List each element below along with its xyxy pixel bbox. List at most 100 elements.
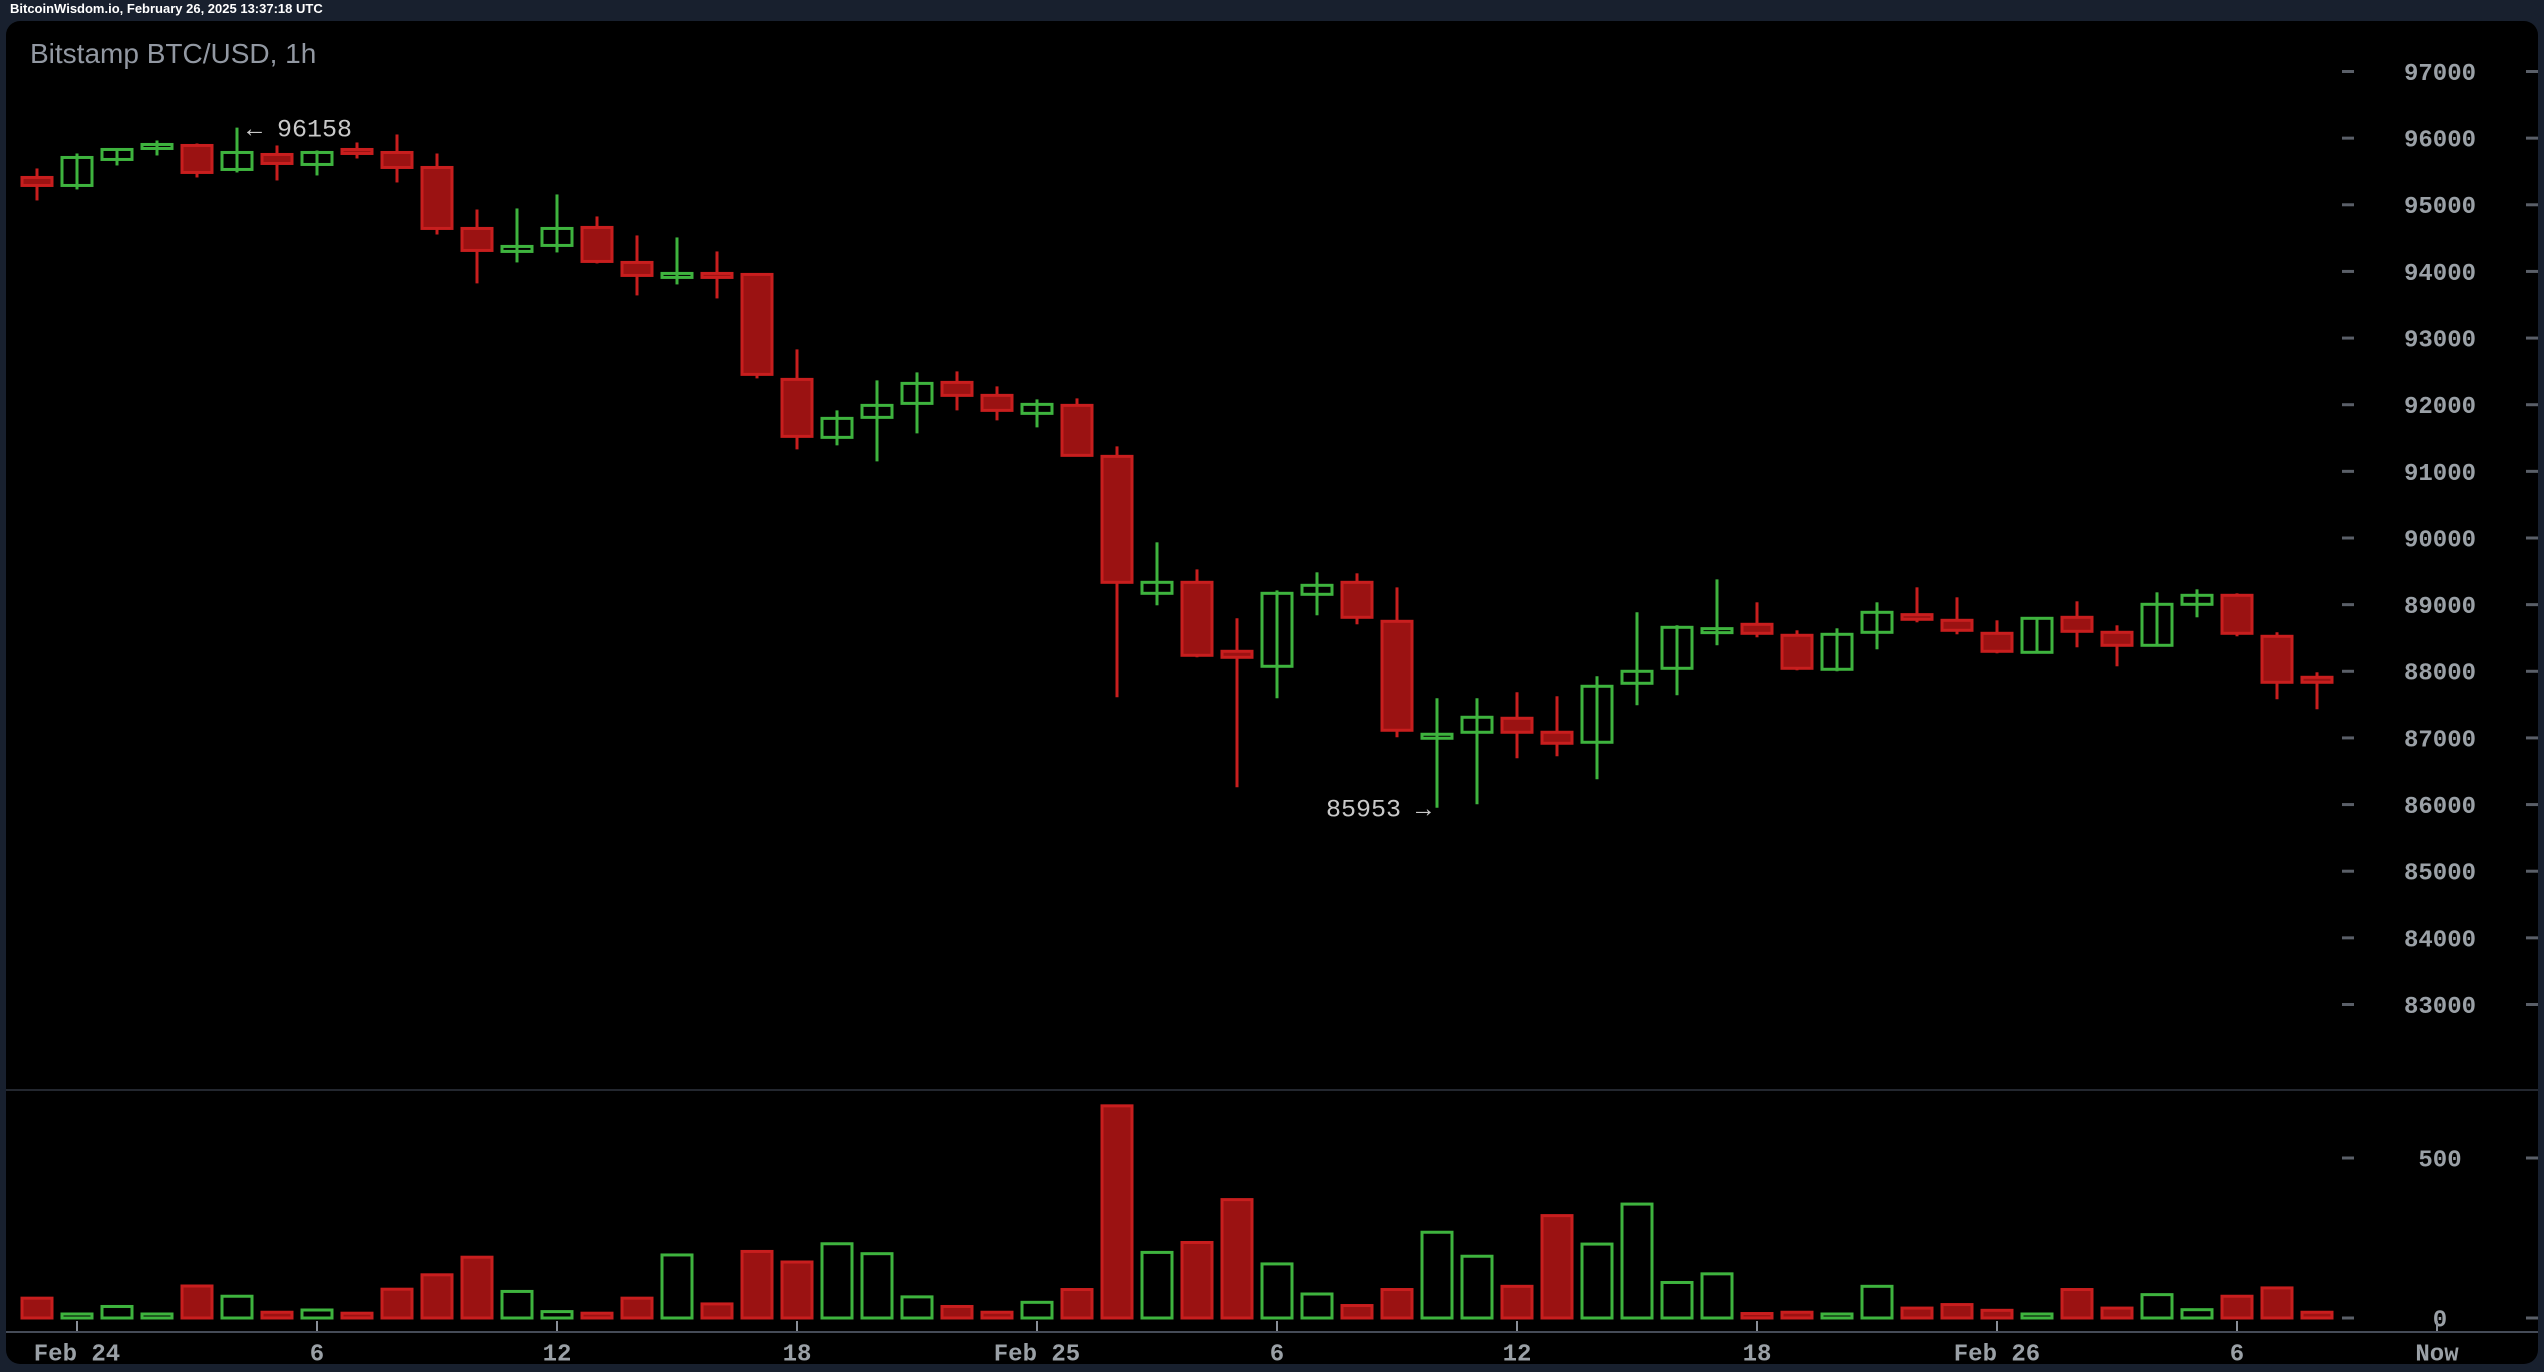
price-tick-label: 90000 (2404, 527, 2476, 554)
volume-bar-down (340, 1311, 374, 1320)
volume-bar-up (1300, 1292, 1334, 1320)
volume-bar-down (1500, 1284, 1534, 1320)
time-tick-label: 12 (1503, 1341, 1532, 1368)
volume-tick-label: 0 (2433, 1307, 2447, 1334)
volume-tick-right (2526, 1316, 2538, 1320)
price-tick-right (2526, 536, 2538, 540)
price-tick-label: 84000 (2404, 927, 2476, 954)
candle-body-up (500, 244, 534, 253)
volume-bar-down (980, 1310, 1014, 1320)
candle-body-up (860, 403, 894, 419)
price-tick-label: 83000 (2404, 994, 2476, 1021)
price-tick-left (2342, 203, 2354, 207)
candle-body-up (300, 150, 334, 166)
candle-body-up (1140, 580, 1174, 595)
time-tick-label: Feb 25 (994, 1341, 1080, 1368)
candle-body-down (460, 226, 494, 252)
price-tick-right (2526, 936, 2538, 940)
candle-body-down (620, 260, 654, 277)
price-tick-right (2526, 603, 2538, 607)
candle-body-down (420, 165, 454, 230)
candle-body-down (1780, 633, 1814, 670)
volume-bar-up (1620, 1202, 1654, 1320)
price-tick-left (2342, 603, 2354, 607)
high-price-annotation: ← 96158 (247, 116, 352, 145)
price-tick-right (2526, 203, 2538, 207)
volume-bar-down (1780, 1310, 1814, 1320)
candle-body-up (1300, 583, 1334, 596)
volume-bar-down (2260, 1286, 2294, 1320)
price-tick-right (2526, 403, 2538, 407)
candle-body-up (1020, 402, 1054, 415)
volume-bar-down (1740, 1312, 1774, 1320)
candle-body-up (60, 155, 94, 187)
volume-bar-up (540, 1310, 574, 1320)
candle-body-down (20, 175, 54, 187)
volume-bar-down (180, 1284, 214, 1320)
price-tick-left (2342, 336, 2354, 340)
volume-bar-up (1820, 1312, 1854, 1320)
volume-bar-down (580, 1311, 614, 1320)
volume-bar-down (1540, 1214, 1574, 1320)
volume-bar-down (1180, 1240, 1214, 1320)
volume-bar-up (860, 1252, 894, 1320)
candle-body-down (2220, 593, 2254, 635)
candle-body-up (1660, 625, 1694, 670)
volume-bar-down (260, 1310, 294, 1320)
volume-bar-up (820, 1242, 854, 1320)
candle-body-down (700, 271, 734, 279)
price-tick-left (2342, 803, 2354, 807)
price-tick-left (2342, 136, 2354, 140)
chart-panel (6, 21, 2538, 1364)
volume-bar-down (1380, 1288, 1414, 1320)
volume-bar-up (1580, 1242, 1614, 1320)
candle-body-down (1220, 649, 1254, 659)
price-tick-right (2526, 736, 2538, 740)
price-tick-label: 95000 (2404, 194, 2476, 221)
volume-tick-left (2342, 1316, 2354, 1320)
volume-bar-up (100, 1304, 134, 1320)
candle-body-down (780, 377, 814, 438)
time-tick-label: 12 (543, 1341, 572, 1368)
price-tick-right (2526, 869, 2538, 873)
site-status-bar: BitcoinWisdom.io, February 26, 2025 13:3… (10, 1, 323, 16)
candle-body-down (1500, 716, 1534, 734)
price-tick-label: 87000 (2404, 727, 2476, 754)
candle-body-up (1260, 591, 1294, 668)
volume-bar-down (1340, 1304, 1374, 1320)
price-tick-label: 96000 (2404, 128, 2476, 155)
price-tick-right (2526, 669, 2538, 673)
candle-body-down (1340, 580, 1374, 619)
candle-body-up (1580, 684, 1614, 744)
time-tick-label: 18 (1743, 1341, 1772, 1368)
price-tick-label: 93000 (2404, 327, 2476, 354)
candle-body-down (1900, 613, 1934, 621)
candles-layer (20, 127, 2334, 808)
candle-body-down (2100, 630, 2134, 647)
candle-body-down (980, 393, 1014, 412)
time-axis: Feb 24 6 12 18 Feb 25 6 12 18 Feb 26 6 Now (34, 1321, 2459, 1368)
candle-body-down (2260, 634, 2294, 684)
price-tick-right (2526, 336, 2538, 340)
volume-bar-up (1660, 1280, 1694, 1320)
candle-body-down (1100, 454, 1134, 584)
volume-bar-down (460, 1255, 494, 1320)
volume-bar-down (700, 1302, 734, 1320)
candle-body-up (1620, 669, 1654, 685)
volume-bar-down (940, 1304, 974, 1320)
candle-body-down (180, 143, 214, 174)
candle-body-down (1980, 631, 2014, 653)
price-tick-left (2342, 70, 2354, 73)
price-tick-left (2342, 936, 2354, 940)
volume-bar-up (1140, 1250, 1174, 1320)
price-axis: 97000 96000 95000 94000 93000 92000 91000 90000… (2342, 61, 2538, 1021)
volume-bar-down (1940, 1303, 1974, 1320)
price-tick-left (2342, 269, 2354, 273)
candle-body-up (1460, 715, 1494, 734)
price-tick-left (2342, 736, 2354, 740)
candle-body-down (260, 152, 294, 165)
candle-body-down (1540, 730, 1574, 745)
low-price-annotation: 85953 → (1326, 796, 1431, 825)
candle-body-down (380, 150, 414, 169)
